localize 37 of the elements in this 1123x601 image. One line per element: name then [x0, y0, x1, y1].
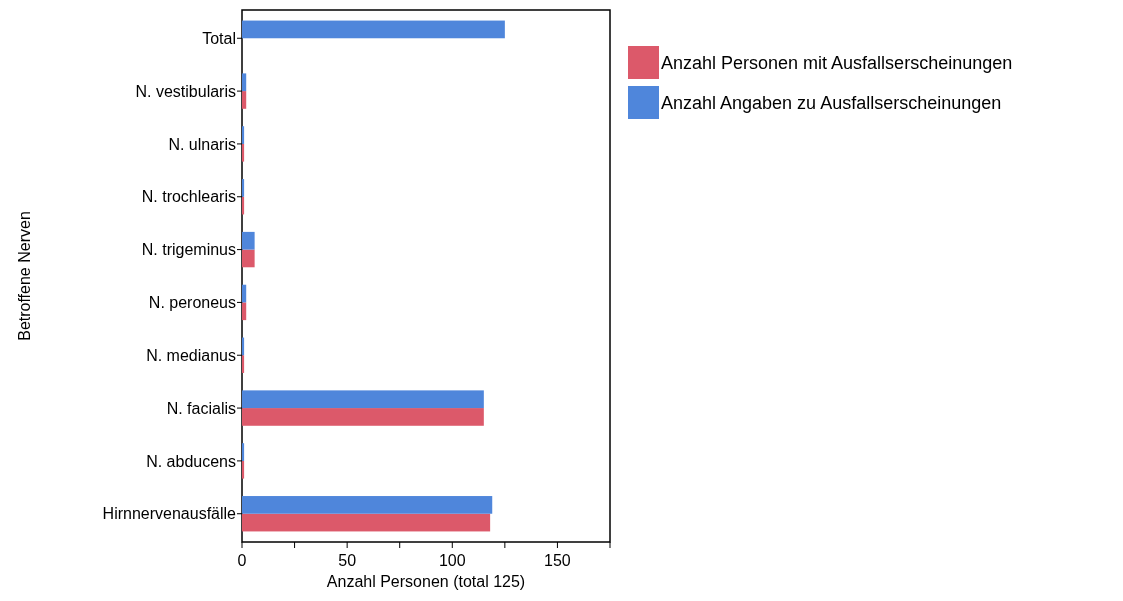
x-tick-label: 150 — [544, 552, 571, 569]
bar — [242, 143, 245, 162]
x-tick-label: 100 — [438, 552, 466, 569]
y-tick-label: Total — [202, 29, 236, 47]
y-tick-label: N. medianus — [146, 346, 236, 364]
bar — [242, 249, 255, 268]
legend-label: Anzahl Personen mit Ausfallserscheinungen — [661, 53, 1013, 74]
bar — [242, 20, 505, 39]
x-axis-title: Anzahl Personen (total 125) — [326, 573, 526, 590]
bar — [242, 231, 255, 250]
y-axis-title: Betroffene Nerven — [16, 211, 33, 341]
y-tick-label: N. vestibularis — [135, 82, 236, 100]
x-tick-label: 0 — [237, 552, 247, 569]
bar — [242, 443, 245, 461]
bar — [242, 408, 484, 426]
y-tick-label: N. trochlearis — [141, 188, 236, 206]
y-tick-label: N. trigeminus — [141, 241, 236, 259]
y-tick-label: N. facialis — [166, 399, 236, 417]
bar — [242, 337, 245, 356]
bar — [242, 355, 245, 373]
bar — [242, 126, 245, 144]
legend-label: Anzahl Angaben zu Ausfallserscheinungen — [661, 93, 1002, 114]
bar — [242, 179, 245, 197]
bar — [242, 196, 245, 215]
bar — [242, 513, 491, 532]
bar — [242, 390, 484, 409]
y-tick-label: Hirnnervenausfälle — [102, 505, 237, 523]
bar — [242, 302, 247, 321]
x-tick-label: 50 — [338, 552, 357, 569]
y-tick-label: N. ulnaris — [168, 135, 236, 153]
bar — [242, 496, 493, 514]
bar — [242, 73, 247, 92]
bar — [242, 284, 247, 303]
y-tick-label: N. abducens — [146, 452, 236, 470]
y-tick-label: N. peroneus — [148, 294, 236, 312]
bar — [242, 91, 247, 109]
bar — [242, 460, 245, 479]
